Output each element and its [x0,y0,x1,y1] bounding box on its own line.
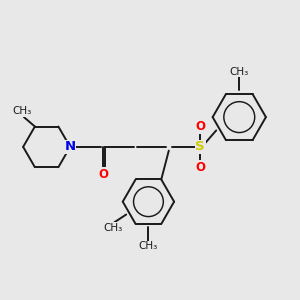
Text: N: N [64,140,76,153]
Text: CH₃: CH₃ [13,106,32,116]
Text: CH₃: CH₃ [139,241,158,251]
Text: O: O [98,168,108,181]
Text: S: S [195,140,205,153]
Text: CH₃: CH₃ [103,223,122,233]
Text: O: O [195,120,205,133]
Text: CH₃: CH₃ [230,67,249,77]
Text: O: O [195,161,205,174]
